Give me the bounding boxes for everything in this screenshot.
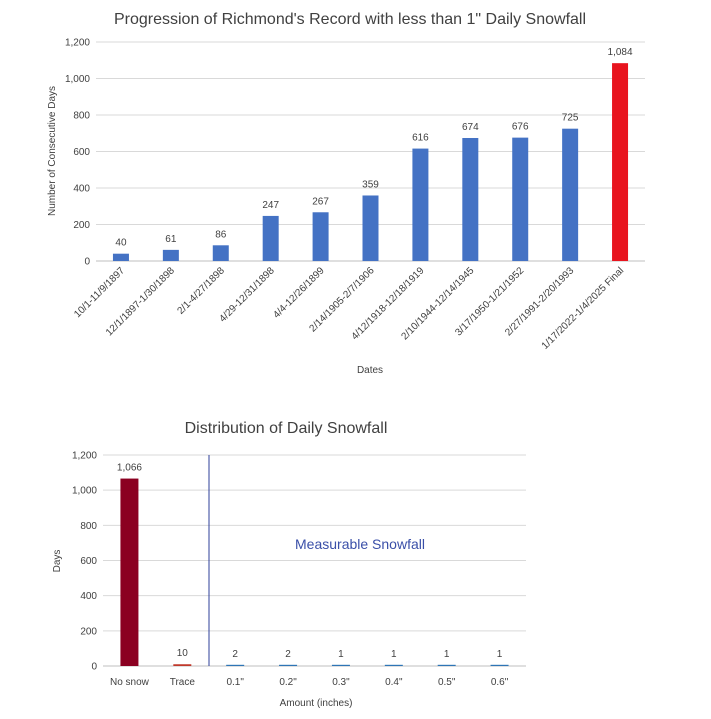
c1-data-label: 674	[462, 122, 479, 133]
c1-bar	[312, 212, 329, 261]
c1-y-tick-label: 600	[73, 147, 90, 158]
c2-x-tick-label: Trace	[170, 677, 196, 688]
c2-x-tick-label: 0.2"	[279, 677, 297, 688]
c2-y-tick-label: 600	[80, 556, 97, 567]
measurable-snowfall-annotation: Measurable Snowfall	[295, 536, 425, 552]
c1-data-label: 86	[215, 229, 227, 240]
c1-data-label: 61	[165, 234, 177, 245]
c1-bar	[162, 249, 179, 261]
c2-x-tick-label: 0.3"	[332, 677, 350, 688]
chart2-bars	[120, 478, 509, 666]
c2-y-tick-label: 1,200	[72, 451, 97, 462]
c2-x-tick-label: 0.5"	[438, 677, 456, 688]
c2-bar	[226, 664, 245, 666]
c1-data-label: 616	[412, 133, 429, 144]
c1-y-tick-label: 1,200	[65, 38, 90, 49]
chart-record-progression: Progression of Richmond's Record with le…	[47, 11, 645, 376]
c2-bar	[384, 664, 403, 666]
chart2-data-labels: 1,066 10 2 2 1 1 1 1	[117, 463, 503, 660]
c2-y-tick-label: 800	[80, 521, 97, 532]
c1-bar	[212, 245, 229, 261]
c1-data-label: 359	[362, 179, 379, 190]
chart1-bars	[112, 63, 629, 261]
c1-data-label: 1,084	[608, 47, 633, 58]
c1-bar	[112, 253, 129, 261]
chart2-x-axis-label: Amount (inches)	[280, 698, 353, 709]
c2-bar	[173, 664, 192, 666]
c1-bar	[462, 137, 479, 261]
chart2-title: Distribution of Daily Snowfall	[185, 420, 388, 437]
c2-data-label: 1,066	[117, 463, 142, 474]
c1-x-tick-label: 10/1-11/9/1897	[72, 265, 127, 320]
chart2-y-ticks: 0 200 400 600 800 1,000 1,200	[72, 451, 97, 673]
c2-x-tick-label: 0.1"	[226, 677, 244, 688]
c1-x-tick-label: 4/29-12/31/1898	[218, 265, 278, 325]
c2-bar	[279, 664, 298, 666]
c1-bar	[412, 148, 429, 261]
chart1-x-axis-label: Dates	[357, 365, 383, 376]
c2-y-tick-label: 1,000	[72, 486, 97, 497]
c1-y-tick-label: 0	[84, 257, 90, 268]
c1-y-tick-label: 200	[73, 220, 90, 231]
c1-bar	[562, 128, 579, 261]
c2-x-tick-label: 0.6"	[491, 677, 509, 688]
c2-x-tick-label: 0.4"	[385, 677, 403, 688]
chart1-title: Progression of Richmond's Record with le…	[114, 11, 586, 28]
c2-data-label: 2	[285, 649, 291, 660]
c2-x-tick-label: No snow	[110, 677, 150, 688]
c2-data-label: 1	[497, 649, 503, 660]
c2-bar	[120, 478, 139, 666]
c2-data-label: 1	[391, 649, 397, 660]
c1-bar	[262, 215, 279, 261]
c1-data-label: 40	[115, 238, 127, 249]
chart-snowfall-distribution: Distribution of Daily Snowfall 0 200 400 60…	[52, 420, 526, 709]
chart2-y-axis-label: Days	[52, 550, 63, 573]
c2-data-label: 2	[232, 649, 238, 660]
c1-x-tick-label: 1/17/2022-1/4/2025 Final	[540, 265, 626, 351]
c2-bar	[331, 664, 350, 666]
c2-data-label: 1	[444, 649, 450, 660]
chart1-data-labels: 40 61 86 247 267 359 616 674 676 725 1,084	[115, 47, 633, 249]
c1-bar	[362, 195, 379, 261]
c1-y-tick-label: 400	[73, 184, 90, 195]
c1-data-label: 725	[562, 113, 579, 124]
c2-bar	[490, 664, 509, 666]
c1-bar	[512, 137, 529, 261]
chart1-y-axis-label: Number of Consecutive Days	[47, 86, 58, 216]
c1-y-tick-label: 1,000	[65, 74, 90, 85]
c2-y-tick-label: 0	[91, 662, 97, 673]
c2-data-label: 10	[177, 648, 189, 659]
c1-bar	[612, 63, 629, 261]
c1-data-label: 676	[512, 122, 529, 133]
c1-x-tick-label: 2/1-4/27/1898	[175, 265, 227, 317]
chart1-y-ticks: 0 200 400 600 800 1,000 1,200	[65, 38, 90, 268]
chart1-gridlines	[96, 41, 645, 262]
c1-x-tick-label: 4/4-12/26/1899	[271, 265, 327, 321]
c1-data-label: 267	[312, 196, 329, 207]
c2-data-label: 1	[338, 649, 344, 660]
c2-y-tick-label: 400	[80, 591, 97, 602]
c1-y-tick-label: 800	[73, 111, 90, 122]
c2-y-tick-label: 200	[80, 626, 97, 637]
c1-data-label: 247	[262, 200, 279, 211]
chart1-x-ticks: 10/1-11/9/189712/1/1897-1/30/18982/1-4/2…	[72, 265, 626, 352]
c2-bar	[437, 664, 456, 666]
chart2-gridlines	[103, 454, 526, 667]
chart2-x-ticks: No snow Trace 0.1" 0.2" 0.3" 0.4" 0.5" 0.6"	[110, 677, 509, 688]
